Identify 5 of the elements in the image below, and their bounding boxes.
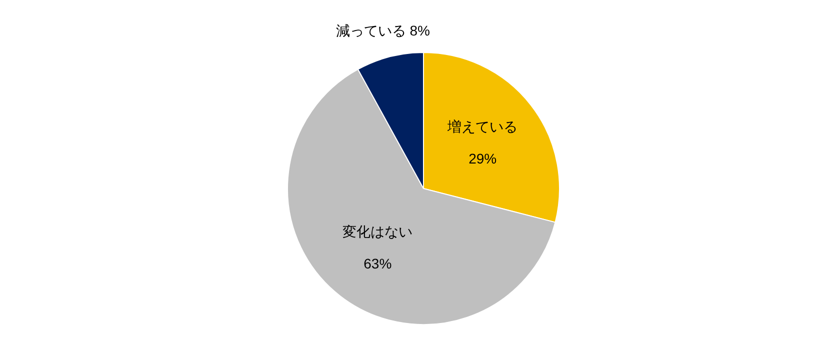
slice-label: 変化はない	[342, 224, 413, 240]
slice-label: 増えている	[446, 118, 518, 135]
slice-label: 減っている 8%	[336, 22, 430, 38]
data-label: 63%	[364, 256, 392, 272]
data-label: 29%	[468, 150, 497, 167]
